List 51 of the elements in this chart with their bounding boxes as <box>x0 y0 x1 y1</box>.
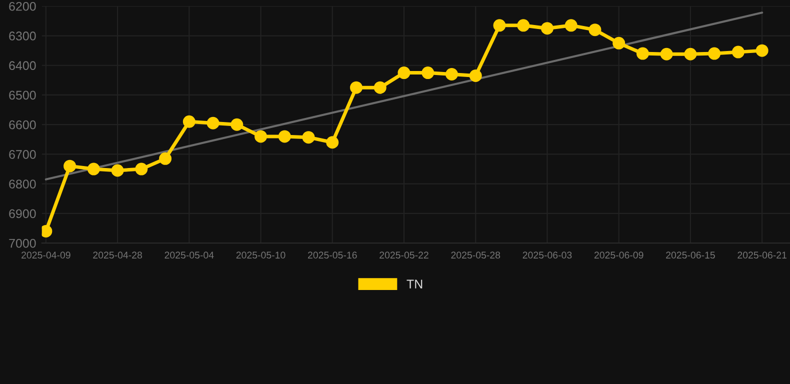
y-tick-label: 6900 <box>9 209 36 218</box>
point <box>612 36 626 50</box>
point <box>517 19 530 32</box>
point <box>732 46 744 58</box>
point <box>756 44 768 57</box>
point <box>660 48 673 60</box>
x-tick-label: 2025-05-04 <box>164 252 214 259</box>
point <box>182 115 196 128</box>
point <box>206 116 220 130</box>
y-tick-label: 6200 <box>9 2 36 11</box>
x-tick-label: 2025-05-22 <box>380 252 428 259</box>
legend-label: TN <box>406 280 422 288</box>
point <box>684 48 697 60</box>
point <box>708 47 721 60</box>
point <box>64 160 76 172</box>
point <box>398 66 410 80</box>
x-tick-label: 2025-06-15 <box>666 252 715 259</box>
y-tick-label: 7000 <box>9 238 36 248</box>
point <box>422 66 434 80</box>
point <box>350 81 363 94</box>
x-tick-label: 2025-04-28 <box>93 252 142 259</box>
point <box>374 81 386 94</box>
point <box>87 162 100 176</box>
y-tick-label: 6400 <box>9 61 36 70</box>
point <box>493 19 506 32</box>
y-tick-label: 6700 <box>9 150 36 159</box>
point <box>636 47 649 60</box>
x-tick-label: 2025-06-03 <box>522 252 572 259</box>
point <box>111 164 124 177</box>
y-tick-label: 6800 <box>9 180 36 188</box>
x-tick-label: 2025-05-28 <box>451 252 500 259</box>
x-tick-label: 2025-06-09 <box>594 252 644 259</box>
point <box>469 69 482 82</box>
y-tick-label: 6300 <box>9 32 36 40</box>
x-tick-label: 2025-04-09 <box>22 252 70 259</box>
point <box>326 136 339 149</box>
point <box>278 130 291 143</box>
point <box>135 162 148 176</box>
x-tick-label: 2025-06-21 <box>738 252 786 259</box>
point <box>445 68 458 81</box>
point <box>302 131 315 144</box>
point <box>230 118 244 131</box>
y-tick-label: 6600 <box>9 120 36 130</box>
x-tick-label: 2025-05-16 <box>308 252 357 259</box>
point <box>564 19 578 32</box>
point <box>540 22 554 35</box>
y-tick-label: 6500 <box>9 90 36 100</box>
x-tick-label: 2025-05-10 <box>236 252 286 259</box>
point <box>588 24 602 36</box>
point <box>254 130 268 143</box>
point <box>159 152 172 165</box>
